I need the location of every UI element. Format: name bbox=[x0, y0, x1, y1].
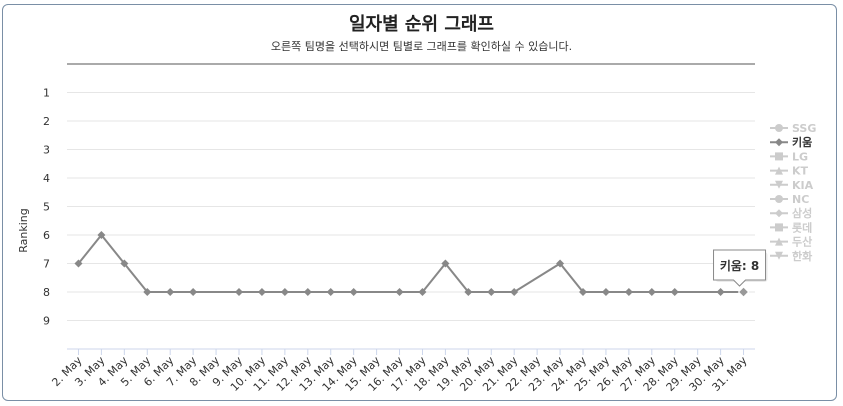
data-point[interactable] bbox=[326, 288, 335, 296]
y-tick-label: 7 bbox=[43, 258, 50, 271]
chart-title: 일자별 순위 그래프 bbox=[348, 14, 494, 35]
y-tick-label: 3 bbox=[43, 144, 50, 157]
legend-marker bbox=[775, 251, 783, 260]
y-tick-label: 1 bbox=[43, 87, 50, 100]
data-point[interactable] bbox=[737, 286, 750, 298]
legend-marker bbox=[775, 152, 783, 161]
y-tick-label: 5 bbox=[43, 201, 50, 214]
legend-item-label[interactable]: NC bbox=[792, 193, 809, 206]
data-point[interactable] bbox=[601, 288, 610, 296]
legend-item-label[interactable]: SSG bbox=[792, 122, 816, 135]
data-point[interactable] bbox=[395, 288, 404, 296]
legend-marker bbox=[775, 124, 783, 132]
y-tick-label: 4 bbox=[43, 172, 50, 185]
data-point[interactable] bbox=[235, 288, 243, 296]
legend-marker bbox=[775, 166, 783, 175]
tooltip-box bbox=[713, 249, 767, 287]
y-tick-label: 8 bbox=[43, 286, 50, 299]
chart-frame bbox=[2, 4, 837, 401]
chart-subtitle: 오른쪽 팀명을 선택하시면 팀별로 그래프를 확인하실 수 있습니다. bbox=[270, 40, 573, 53]
data-point[interactable] bbox=[464, 288, 473, 296]
legend-item-label[interactable]: 삼성 bbox=[792, 206, 812, 220]
data-point[interactable] bbox=[189, 288, 198, 296]
data-point[interactable] bbox=[647, 288, 656, 296]
legend-item-label[interactable]: 롯데 bbox=[792, 220, 812, 234]
data-point[interactable] bbox=[624, 288, 633, 296]
legend-marker bbox=[775, 195, 783, 203]
data-point[interactable] bbox=[510, 288, 519, 296]
data-point[interactable] bbox=[120, 259, 129, 268]
data-point[interactable] bbox=[143, 288, 152, 296]
legend-marker bbox=[775, 138, 783, 147]
data-point[interactable] bbox=[579, 288, 587, 296]
data-point[interactable] bbox=[257, 288, 266, 296]
y-tick-label: 9 bbox=[43, 315, 50, 328]
legend-item-label[interactable]: LG bbox=[792, 150, 808, 163]
y-tick-label: 2 bbox=[43, 115, 50, 128]
legend-marker bbox=[775, 180, 783, 189]
data-point[interactable] bbox=[418, 288, 427, 296]
data-point[interactable] bbox=[349, 288, 358, 296]
y-axis-title: Ranking bbox=[17, 208, 30, 253]
legend-marker bbox=[775, 237, 783, 246]
data-point[interactable] bbox=[670, 288, 679, 296]
legend-item-label[interactable]: 키움 bbox=[792, 135, 812, 149]
data-point[interactable] bbox=[487, 288, 496, 296]
tooltip-label: 키움: 8 bbox=[720, 258, 759, 273]
legend-item-label[interactable]: KT bbox=[792, 165, 809, 178]
data-point[interactable] bbox=[166, 288, 175, 296]
data-point[interactable] bbox=[97, 231, 106, 239]
legend-item-label[interactable]: 두산 bbox=[792, 235, 812, 249]
legend-marker bbox=[775, 223, 783, 232]
data-point[interactable] bbox=[716, 288, 725, 296]
data-point[interactable] bbox=[303, 288, 312, 296]
data-point[interactable] bbox=[280, 288, 289, 296]
legend-item-label[interactable]: KIA bbox=[792, 179, 814, 192]
legend-item-label[interactable]: 한화 bbox=[792, 249, 812, 263]
y-tick-label: 6 bbox=[43, 229, 50, 242]
legend-marker bbox=[775, 209, 783, 218]
data-point[interactable] bbox=[441, 259, 450, 268]
data-point[interactable] bbox=[74, 259, 83, 268]
data-point[interactable] bbox=[556, 259, 565, 268]
